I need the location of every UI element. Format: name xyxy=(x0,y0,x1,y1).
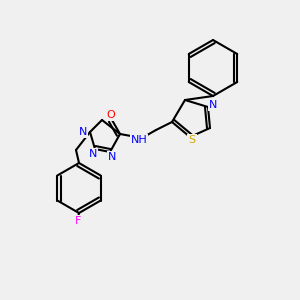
Text: O: O xyxy=(106,110,116,120)
Text: NH: NH xyxy=(130,135,147,145)
Text: F: F xyxy=(75,216,81,226)
Text: N: N xyxy=(209,100,217,110)
Text: N: N xyxy=(89,149,97,159)
Text: N: N xyxy=(79,127,87,137)
Text: S: S xyxy=(188,135,196,145)
Text: N: N xyxy=(108,152,116,162)
